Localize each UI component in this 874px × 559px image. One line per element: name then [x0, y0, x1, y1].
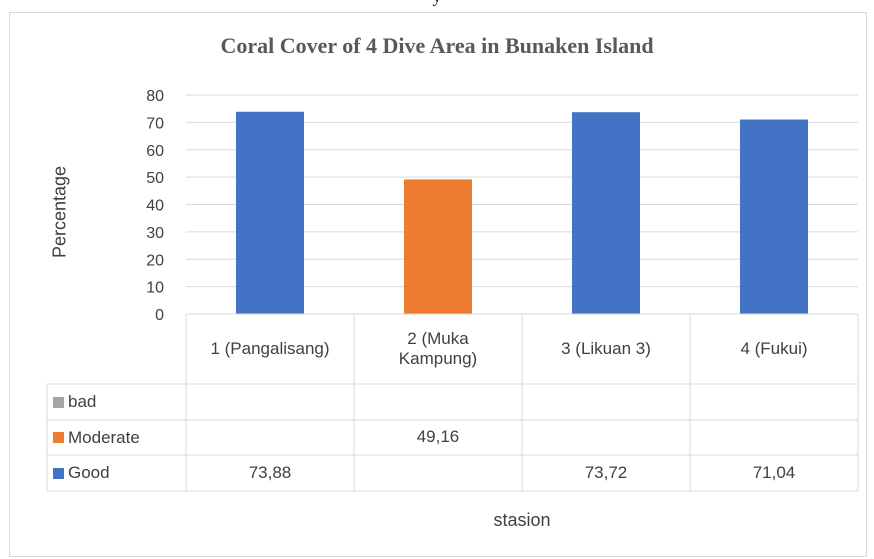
data-table-lines — [46, 313, 859, 492]
y-tick-label: 60 — [146, 143, 164, 160]
table-value-cell: 71,04 — [752, 462, 796, 482]
legend-swatch — [53, 467, 64, 479]
y-tick-labels: 0 10 20 30 40 50 60 70 80 — [146, 88, 164, 324]
y-tick-label: 10 — [146, 280, 164, 297]
table-value-cell — [690, 384, 858, 420]
legend-label: bad — [68, 392, 97, 411]
legend-entry-moderate: Moderate — [47, 420, 186, 455]
bar-good-4 — [740, 119, 808, 314]
legend-swatch — [53, 396, 64, 408]
legend-label: Moderate — [68, 427, 140, 447]
y-tick-label: 80 — [146, 88, 164, 105]
bars — [236, 111, 808, 314]
table-value-cell: 73,88 — [248, 462, 292, 482]
category-label: 2 (Muka Kampung) — [398, 328, 478, 368]
category-label: 1 (Pangalisang) — [210, 338, 330, 358]
y-tick-label: 50 — [146, 170, 164, 187]
y-tick-label: 70 — [146, 115, 164, 132]
x-axis-label: stasion — [493, 510, 551, 530]
table-value-cell — [522, 420, 690, 455]
legend-entry-good: Good — [47, 455, 186, 491]
bar-good-1 — [236, 111, 304, 314]
chart-title: Coral Cover of 4 Dive Area in Bunaken Is… — [220, 33, 654, 58]
legend-label: Good — [68, 463, 110, 482]
table-value-cell: 73,72 — [584, 462, 628, 482]
table-value-cell — [690, 420, 858, 455]
category-label: 4 (Fukui) — [740, 338, 808, 358]
table-value-cell — [354, 384, 522, 420]
bar-good-3 — [572, 112, 640, 314]
table-value-cell — [186, 384, 354, 420]
legend-entry-bad: bad — [47, 384, 186, 420]
category-label: 3 (Likuan 3) — [561, 338, 651, 358]
y-tick-label: 0 — [155, 307, 164, 324]
y-tick-label: 40 — [146, 198, 164, 215]
y-tick-label: 30 — [146, 225, 164, 242]
bar-moderate-2 — [404, 179, 472, 314]
table-value-cell — [186, 420, 354, 455]
table-value-cell: 49,16 — [416, 427, 460, 447]
table-value-cell — [522, 384, 690, 420]
y-tick-label: 20 — [146, 252, 164, 269]
table-value-cell — [354, 455, 522, 491]
legend-swatch — [53, 432, 64, 443]
